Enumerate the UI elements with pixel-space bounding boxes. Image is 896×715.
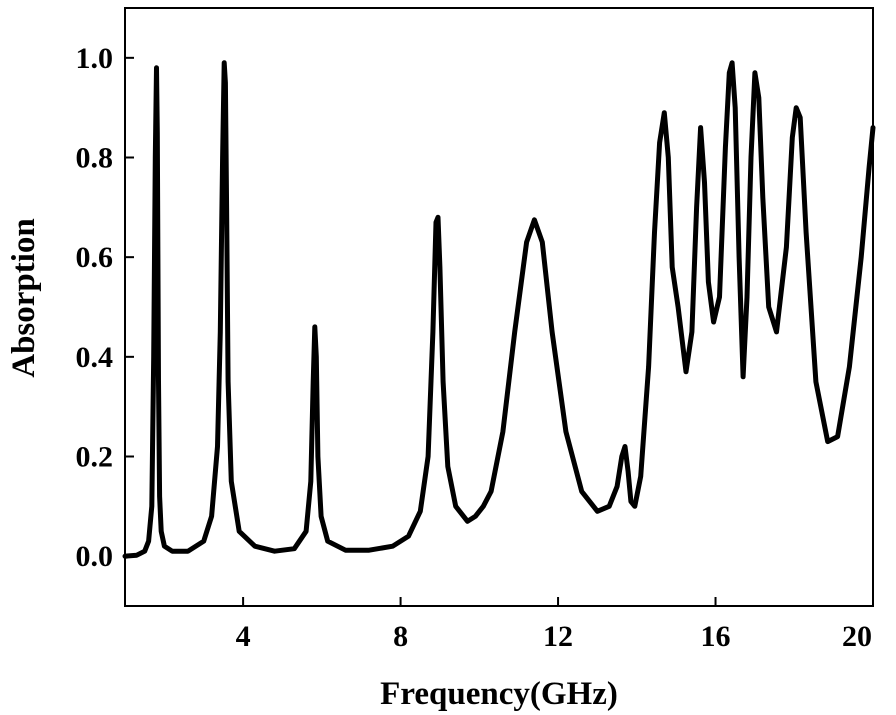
y-tick-label: 0.6 bbox=[76, 241, 114, 274]
y-tick-label: 0.8 bbox=[76, 142, 114, 175]
x-tick-label: 12 bbox=[543, 620, 573, 653]
plot-frame bbox=[124, 7, 874, 607]
y-tick-label: 1.0 bbox=[76, 42, 114, 75]
x-tick-label: 16 bbox=[701, 620, 731, 653]
y-tick-label: 0.2 bbox=[76, 441, 114, 474]
y-axis-title: Absorption bbox=[6, 218, 42, 378]
x-axis-title: Frequency(GHz) bbox=[380, 676, 618, 712]
x-tick-label: 4 bbox=[236, 620, 251, 653]
y-tick-label: 0.0 bbox=[76, 540, 114, 573]
y-tick-label: 0.4 bbox=[76, 341, 114, 374]
x-tick-label: 20 bbox=[842, 620, 872, 653]
y-axis-ticks: 0.0 0.2 0.4 0.6 0.8 1.0 bbox=[76, 42, 134, 573]
absorption-series-line bbox=[122, 60, 876, 559]
x-tick-label: 8 bbox=[393, 620, 408, 653]
x-axis-ticks: 4 8 12 16 20 bbox=[236, 597, 874, 653]
